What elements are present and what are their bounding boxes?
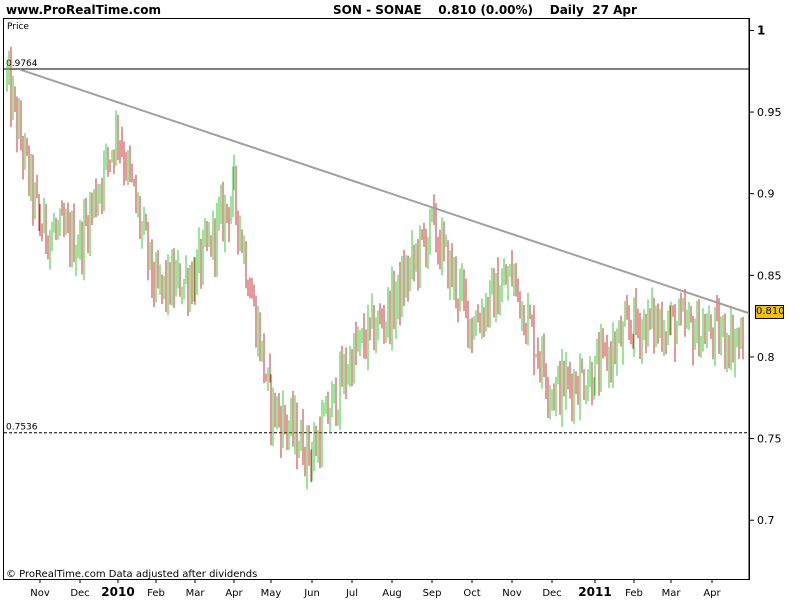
x-tick-label: Feb	[625, 588, 643, 599]
x-tick-label: Dec	[70, 588, 89, 599]
y-tick-label: 1	[757, 23, 765, 37]
instrument-title: SON - SONAE 0.810 (0.00%) Daily 27 Apr	[333, 3, 637, 17]
y-tick-label: 0.7	[757, 514, 775, 527]
x-tick-label: 2010	[101, 585, 134, 599]
x-tick-label: Dec	[542, 588, 561, 599]
x-tick-label: Mar	[662, 588, 682, 599]
x-tick-label: Apr	[703, 588, 721, 599]
site-title[interactable]: www.ProRealTime.com	[6, 3, 161, 17]
y-tick-label: 0.95	[757, 106, 782, 119]
price-bars	[6, 46, 744, 490]
x-tick-label: Aug	[382, 588, 402, 599]
x-tick-label: Sep	[423, 588, 442, 599]
reference-line-label: 0.7536	[6, 423, 38, 433]
trendline	[19, 68, 749, 314]
reference-line-label: 0.9764	[6, 59, 38, 69]
y-tick-label: 0.9	[757, 188, 775, 201]
price-axis-label: Price	[7, 22, 29, 32]
x-tick-label: Nov	[502, 588, 522, 599]
y-tick-label: 0.8	[757, 351, 775, 364]
x-tick-label: Mar	[186, 588, 206, 599]
x-tick-label: Oct	[463, 588, 480, 599]
x-tick-label: May	[261, 588, 282, 599]
y-tick-label: 0.85	[757, 269, 782, 282]
y-tick-label: 0.75	[757, 433, 782, 446]
x-tick-label: Nov	[30, 588, 50, 599]
x-tick-label: Jul	[345, 588, 358, 599]
x-tick-label: Apr	[225, 588, 243, 599]
footer-note: © ProRealTime.com Data adjusted after di…	[6, 569, 258, 580]
last-price-badge: 0.810	[755, 305, 785, 319]
x-tick-label: Feb	[147, 588, 165, 599]
x-tick-label: 2011	[578, 585, 611, 599]
chart-header: www.ProRealTime.com SON - SONAE 0.810 (0…	[0, 0, 800, 18]
x-tick-label: Jun	[303, 588, 320, 599]
